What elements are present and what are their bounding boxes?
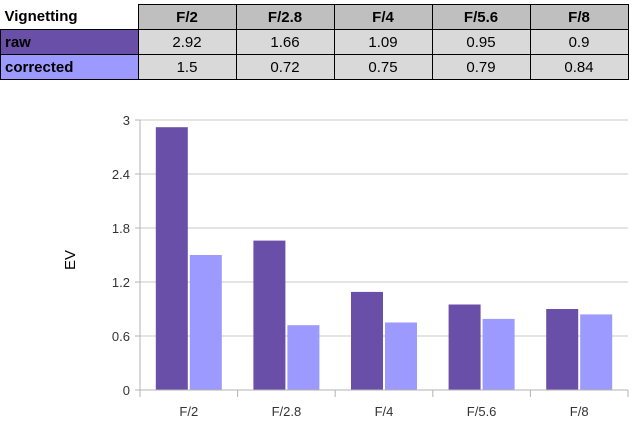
- table-row: corrected 1.5 0.72 0.75 0.79 0.84: [0, 54, 629, 80]
- column-header: F/4: [333, 4, 433, 30]
- y-tick-label: 3: [123, 113, 130, 128]
- y-tick-label: 0: [123, 383, 130, 398]
- row-label-raw: raw: [0, 29, 139, 55]
- bar-corrected-F28: [287, 325, 320, 390]
- data-table: Vignetting F/2 F/2.8 F/4 F/5.6 F/8 raw 2…: [0, 4, 629, 80]
- table-row: raw 2.92 1.66 1.09 0.95 0.9: [0, 29, 629, 55]
- bar-corrected-F8: [580, 314, 613, 390]
- column-header: F/2.8: [235, 4, 335, 30]
- table-cell: 0.9: [529, 29, 629, 55]
- bar-corrected-F56: [482, 318, 515, 390]
- vignetting-table: Vignetting F/2 F/2.8 F/4 F/5.6 F/8 raw 2…: [0, 4, 629, 80]
- table-corner-label: Vignetting: [0, 4, 139, 30]
- y-axis-label: EV: [62, 250, 79, 270]
- bar-raw-F2: [155, 127, 188, 390]
- table-cell: 0.95: [431, 29, 531, 55]
- y-tick-label: 1.8: [112, 221, 130, 236]
- table-cell: 0.84: [529, 54, 629, 80]
- column-header: F/5.6: [431, 4, 531, 30]
- y-tick-label: 1.2: [112, 275, 130, 290]
- column-header: F/2: [137, 4, 237, 30]
- bar-chart: 0 0.6 1.2 1.8 2.4 3 F/2 F/2.8 F/4 F/5.6 F/8 EV: [62, 113, 629, 419]
- table-cell: 1.66: [235, 29, 335, 55]
- x-tick-label: F/5.6: [467, 404, 497, 419]
- bar-raw-F8: [546, 309, 579, 390]
- axes: 0 0.6 1.2 1.8 2.4 3 F/2 F/2.8 F/4 F/5.6 F/8: [112, 113, 629, 419]
- y-tick-label: 2.4: [112, 167, 130, 182]
- row-label-corrected: corrected: [0, 54, 139, 80]
- bar-raw-F56: [448, 304, 481, 390]
- x-tick-label: F/8: [570, 404, 589, 419]
- table-cell: 2.92: [137, 29, 237, 55]
- table-cell: 1.5: [137, 54, 237, 80]
- y-tick-label: 0.6: [112, 329, 130, 344]
- bar-corrected-F4: [385, 322, 417, 390]
- column-header: F/8: [529, 4, 629, 30]
- table-cell: 0.75: [333, 54, 433, 80]
- bar-raw-F4: [351, 291, 383, 390]
- table-cell: 0.79: [431, 54, 531, 80]
- table-header-row: Vignetting F/2 F/2.8 F/4 F/5.6 F/8: [0, 4, 629, 30]
- x-tick-label: F/4: [375, 404, 394, 419]
- x-tick-label: F/2: [179, 404, 198, 419]
- x-tick-label: F/2.8: [272, 404, 302, 419]
- bars: [155, 127, 613, 390]
- bar-corrected-F2: [189, 255, 222, 390]
- bar-raw-F28: [253, 240, 286, 390]
- table-cell: 0.72: [235, 54, 335, 80]
- table-cell: 1.09: [333, 29, 433, 55]
